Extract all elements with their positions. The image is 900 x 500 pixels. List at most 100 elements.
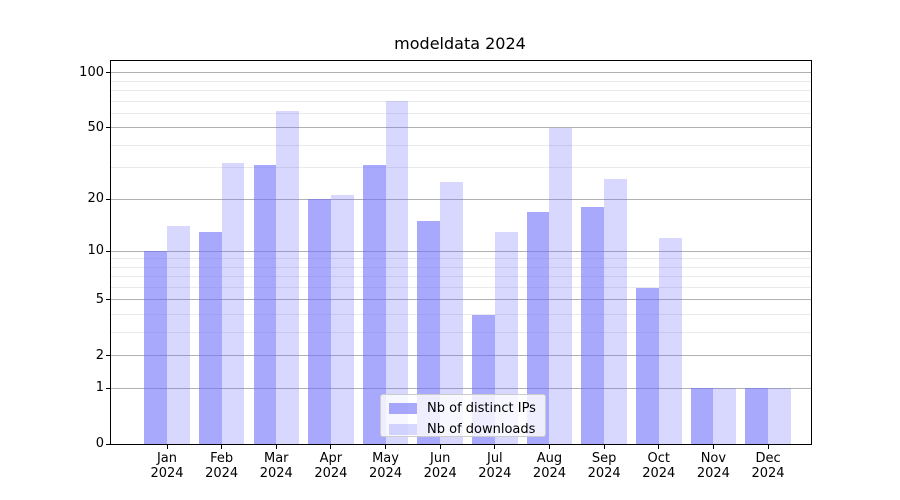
gridline-major bbox=[111, 127, 811, 129]
x-tick-year: 2024 bbox=[532, 466, 567, 481]
bar-nb-of-distinct-ips-dec bbox=[745, 388, 769, 444]
x-tick-mark bbox=[712, 445, 714, 449]
bar-nb-of-downloads-mar bbox=[276, 110, 300, 444]
y-tick-mark bbox=[106, 72, 110, 74]
y-tick-label: 0 bbox=[95, 436, 104, 451]
x-tick-year: 2024 bbox=[369, 466, 403, 481]
x-tick-label: Sep 2024 bbox=[574, 451, 634, 481]
gridline-minor bbox=[111, 276, 811, 278]
bar-nb-of-downloads-jul bbox=[494, 231, 518, 444]
x-tick-label: Jun 2024 bbox=[410, 451, 470, 481]
legend-label-downloads: Nb of downloads bbox=[427, 422, 536, 437]
x-tick-month: Mar bbox=[264, 451, 289, 466]
gridline-minor bbox=[111, 332, 811, 333]
bar-nb-of-downloads-feb bbox=[221, 162, 245, 444]
bar-nb-of-downloads-aug bbox=[549, 127, 573, 444]
bar-nb-of-distinct-ips-oct bbox=[636, 287, 659, 444]
chart-title: modeldata 2024 bbox=[394, 34, 526, 53]
x-tick-year: 2024 bbox=[751, 466, 785, 481]
y-tick-mark bbox=[106, 127, 110, 129]
x-tick-month: May bbox=[372, 451, 399, 466]
gridline-minor bbox=[111, 144, 811, 146]
gridline-minor bbox=[111, 167, 811, 169]
bar-nb-of-downloads-may bbox=[385, 101, 409, 444]
gridline-major bbox=[111, 72, 811, 74]
gridline-minor bbox=[111, 314, 811, 316]
bar-nb-of-downloads-nov bbox=[713, 388, 737, 444]
bar-nb-of-distinct-ips-aug bbox=[526, 211, 550, 444]
bar-nb-of-distinct-ips-nov bbox=[690, 388, 714, 444]
x-tick-label: Aug 2024 bbox=[519, 451, 579, 481]
x-tick-year: 2024 bbox=[314, 466, 348, 481]
y-tick-mark bbox=[106, 250, 110, 252]
x-tick-month: Jan bbox=[156, 451, 178, 466]
x-tick-mark bbox=[439, 445, 441, 449]
y-tick-label: 2 bbox=[95, 347, 104, 363]
x-tick-label: Jul 2024 bbox=[465, 451, 525, 481]
x-tick-month: Apr bbox=[319, 451, 343, 466]
legend-row-distinct-ips: Nb of distinct IPs bbox=[389, 401, 545, 416]
legend-row-downloads: Nb of downloads bbox=[389, 422, 545, 437]
x-tick-year: 2024 bbox=[259, 466, 293, 481]
gridline-minor bbox=[111, 266, 811, 268]
legend-label-distinct-ips: Nb of distinct IPs bbox=[427, 401, 536, 416]
gridline-minor bbox=[111, 80, 811, 82]
x-tick-month: Jul bbox=[486, 451, 503, 466]
gridline-minor bbox=[111, 286, 811, 288]
x-tick-year: 2024 bbox=[478, 466, 512, 481]
x-tick-mark bbox=[221, 445, 223, 449]
x-tick-mark bbox=[275, 445, 277, 449]
gridline-major bbox=[111, 198, 811, 200]
x-tick-mark bbox=[330, 445, 332, 449]
y-tick-label: 50 bbox=[87, 119, 104, 135]
x-tick-label: Nov 2024 bbox=[683, 451, 743, 481]
bar-nb-of-distinct-ips-jun bbox=[417, 221, 441, 444]
bar-nb-of-distinct-ips-feb bbox=[198, 231, 222, 444]
bar-nb-of-distinct-ips-apr bbox=[308, 199, 331, 444]
gridline-minor bbox=[111, 112, 811, 114]
y-tick-mark bbox=[106, 443, 110, 445]
bar-nb-of-distinct-ips-may bbox=[362, 165, 386, 444]
y-tick-label: 100 bbox=[79, 64, 104, 80]
x-tick-mark bbox=[603, 445, 605, 449]
legend-swatch-distinct-ips bbox=[389, 403, 417, 414]
gridline-minor bbox=[111, 100, 811, 102]
x-tick-mark bbox=[385, 445, 387, 449]
x-tick-mark bbox=[494, 445, 496, 449]
gridline-minor bbox=[111, 90, 811, 92]
gridline-major bbox=[111, 299, 811, 301]
bar-nb-of-distinct-ips-sep bbox=[581, 207, 605, 444]
plot-area: Nb of distinct IPs Nb of downloads 0 1 2 5 1… bbox=[79, 60, 812, 481]
gridline-major bbox=[111, 355, 811, 357]
x-tick-year: 2024 bbox=[423, 466, 457, 481]
bar-nb-of-downloads-jun bbox=[440, 181, 463, 444]
gridline-major bbox=[111, 387, 811, 389]
bar-nb-of-distinct-ips-mar bbox=[253, 165, 277, 444]
legend-swatch-downloads bbox=[389, 424, 417, 435]
bar-nb-of-downloads-apr bbox=[330, 195, 354, 444]
x-tick-month: Sep bbox=[591, 451, 617, 466]
x-tick-mark bbox=[548, 445, 550, 449]
y-tick-mark bbox=[106, 355, 110, 357]
x-tick-label: Feb 2024 bbox=[192, 451, 252, 481]
bar-nb-of-distinct-ips-jan bbox=[144, 251, 167, 444]
x-tick-month: Aug bbox=[536, 451, 563, 466]
x-tick-label: Oct 2024 bbox=[629, 451, 689, 481]
x-tick-year: 2024 bbox=[150, 466, 184, 481]
x-tick-year: 2024 bbox=[587, 466, 621, 481]
x-tick-label: Dec 2024 bbox=[738, 451, 798, 481]
x-tick-label: May 2024 bbox=[356, 451, 416, 481]
x-tick-year: 2024 bbox=[696, 466, 730, 481]
x-tick-label: Mar 2024 bbox=[246, 451, 306, 481]
gridline-minor bbox=[111, 258, 811, 260]
y-tick-label: 10 bbox=[87, 243, 104, 259]
y-tick-mark bbox=[106, 198, 110, 200]
x-tick-month: Feb bbox=[210, 451, 234, 466]
y-tick-label: 20 bbox=[87, 191, 104, 207]
x-tick-month: Oct bbox=[647, 451, 670, 466]
x-tick-year: 2024 bbox=[205, 466, 239, 481]
y-tick-label: 5 bbox=[95, 291, 104, 307]
y-tick-mark bbox=[106, 387, 110, 389]
x-tick-month: Dec bbox=[755, 451, 781, 466]
